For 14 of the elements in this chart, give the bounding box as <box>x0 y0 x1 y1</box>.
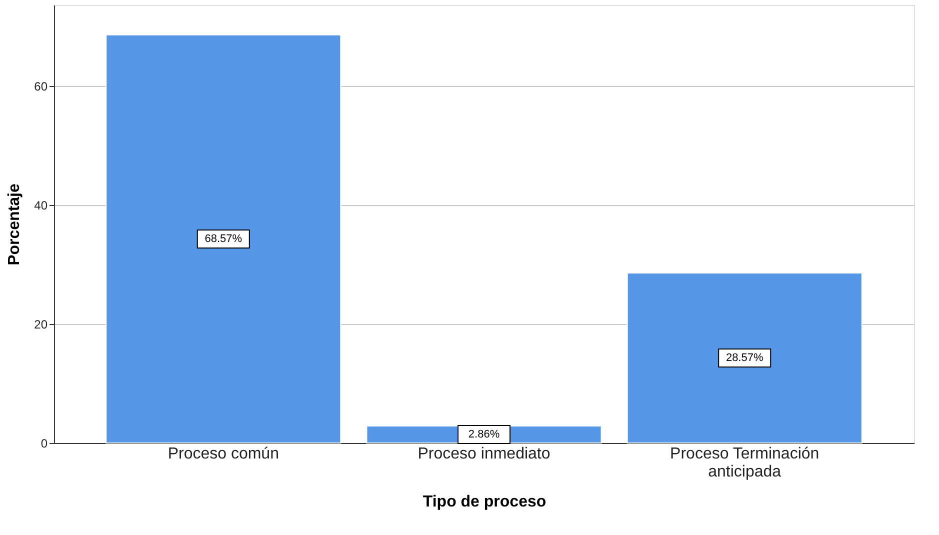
x-tick-label: Proceso inmediato <box>418 446 550 462</box>
x-tick-label: Proceso Terminación anticipada <box>670 446 820 480</box>
bar <box>106 34 342 444</box>
bar <box>626 272 862 444</box>
data-label: 68.57% <box>204 232 242 245</box>
data-label: 2.86% <box>468 428 500 440</box>
y-tick-label: 0 <box>40 436 48 450</box>
data-label: 28.57% <box>726 352 764 364</box>
y-tick-label: 60 <box>34 79 48 94</box>
x-axis-title: Tipo de proceso <box>422 494 546 510</box>
y-tick-label: 40 <box>34 198 48 212</box>
x-tick-label: Proceso común <box>168 446 279 462</box>
y-axis-title: Porcentaje <box>6 183 24 266</box>
y-tick-label: 20 <box>34 317 48 332</box>
